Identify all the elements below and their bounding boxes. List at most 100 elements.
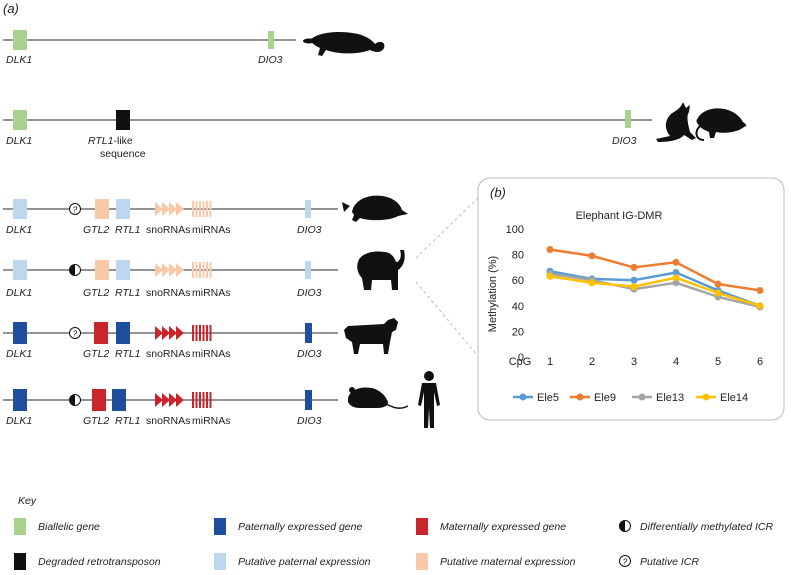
gtl2-gene: [95, 260, 109, 280]
dio3-label: DIO3: [258, 54, 283, 66]
key-title: Key: [18, 495, 37, 507]
rtl1-gene: [116, 322, 130, 344]
data-point-ele9: [546, 245, 554, 253]
x-tick-label: 2: [589, 356, 595, 368]
key-item-paternal: Paternally expressed gene: [214, 518, 362, 535]
data-point-ele9: [630, 263, 638, 271]
chart-plot-area: 0 20 40 60 80 100 1 2 3 4 5 6: [506, 224, 764, 368]
mirna-bars: [192, 392, 212, 408]
dlk1-gene: [13, 322, 27, 344]
row-6-rodent-primate: DLK1 GTL2 RTL1 snoRNAs miRNAs DIO3: [3, 371, 440, 428]
rtl1-like-gene-name: RTL1: [88, 135, 114, 147]
snornas-label: snoRNAs: [146, 287, 190, 299]
legend-marker-ele5: [519, 393, 527, 401]
dlk1-gene: [13, 110, 27, 130]
mirnas-label: miRNAs: [192, 415, 231, 427]
gtl2-gene: [95, 199, 109, 219]
row-5-ruminant: ? DLK1 GTL2 RTL1 snoRNAs miRNAs DIO3: [3, 318, 398, 360]
x-tick-label: 6: [757, 356, 763, 368]
opossum-silhouette: [695, 108, 747, 141]
y-tick-label: 40: [512, 301, 524, 313]
dio3-gene: [268, 31, 274, 49]
mirna-bars: [192, 325, 212, 341]
dlk1-gene: [13, 199, 27, 219]
data-point-ele9: [672, 258, 680, 266]
gtl2-gene: [92, 389, 106, 411]
data-point-ele9: [588, 252, 596, 260]
snornas-label: snoRNAs: [146, 224, 190, 236]
key-label: Maternally expressed gene: [440, 521, 566, 533]
platypus-silhouette: [303, 32, 385, 56]
dlk1-label: DLK1: [6, 348, 32, 360]
mirnas-label: miRNAs: [192, 224, 231, 236]
panel-a-label: (a): [3, 1, 19, 16]
question-circle-icon: [619, 555, 631, 567]
mirna-bars: [192, 262, 212, 278]
dio3-gene: [305, 390, 312, 410]
snornas-label: snoRNAs: [146, 415, 190, 427]
legend-label-ele14: Ele14: [720, 392, 748, 404]
legend-label-ele5: Ele5: [537, 392, 559, 404]
key-swatch: [214, 518, 226, 535]
data-point-ele14: [756, 302, 764, 310]
dlk1-label: DLK1: [6, 415, 32, 427]
snorna-arrows: [155, 202, 184, 216]
legend-marker-ele14: [702, 393, 710, 401]
dio3-gene: [305, 323, 312, 343]
data-point-ele14: [630, 283, 638, 291]
dio3-label: DIO3: [297, 348, 322, 360]
rtl1-label: RTL1: [115, 287, 141, 299]
dlk1-label: DLK1: [6, 135, 32, 147]
dio3-gene: [305, 200, 311, 218]
snorna-arrows: [155, 393, 184, 407]
row-1-monotreme: DLK1 DIO3: [3, 30, 385, 66]
connector-line-top: [415, 197, 479, 259]
rtl1-gene: [112, 389, 126, 411]
rtl1-like-label-line2: sequence: [100, 148, 146, 160]
armadillo-silhouette: [342, 195, 408, 222]
dmr-half-circle-symbol: [69, 394, 81, 406]
row-2-marsupial: DLK1 RTL1-like sequence DIO3: [3, 102, 747, 160]
rtl1-like-label: RTL1-like: [88, 135, 133, 147]
key-label: Putative paternal expression: [238, 556, 371, 568]
dio3-label: DIO3: [612, 135, 637, 147]
cow-silhouette: [344, 318, 398, 354]
data-point-ele13: [672, 279, 680, 287]
gtl2-gene: [94, 322, 108, 344]
panel-b-frame: [477, 177, 785, 421]
key-label: Putative maternal expression: [440, 556, 576, 568]
key-item-maternal: Maternally expressed gene: [416, 518, 566, 535]
dio3-gene: [305, 261, 311, 279]
mouse-silhouette: [348, 387, 409, 409]
key-swatch: [416, 553, 428, 570]
mirna-bars: [192, 201, 212, 217]
data-point-ele14: [546, 272, 554, 280]
key-label: Differentially methylated ICR: [640, 521, 773, 533]
gtl2-label: GTL2: [83, 224, 109, 236]
svg-text:?: ?: [623, 558, 628, 567]
dlk1-label: DLK1: [6, 54, 32, 66]
series-line-ele9: [549, 248, 761, 292]
rtl1-label: RTL1: [115, 224, 141, 236]
legend-marker-ele13: [638, 393, 646, 401]
dlk1-label: DLK1: [6, 224, 32, 236]
dio3-gene: [625, 110, 631, 128]
putative-icr-symbol: ?: [69, 327, 81, 339]
series-line-ele14: [549, 275, 761, 307]
y-axis-label: Methylation (%): [487, 256, 499, 332]
key-item-biallelic: Biallelic gene: [14, 518, 100, 535]
key-item-degraded: Degraded retrotransposon: [14, 553, 161, 570]
human-silhouette: [418, 371, 440, 428]
data-point-ele9: [756, 286, 764, 294]
connector-line-bottom: [415, 281, 479, 357]
gtl2-label: GTL2: [83, 287, 109, 299]
elephant-silhouette: [357, 250, 405, 290]
rtl1-gene: [116, 199, 130, 219]
dio3-label: DIO3: [297, 287, 322, 299]
series-line-ele13: [549, 272, 761, 309]
dlk1-gene: [13, 260, 27, 280]
key-swatch: [14, 553, 26, 570]
x-axis-label: CpG: [509, 356, 532, 368]
dio3-label: DIO3: [297, 224, 322, 236]
chart-title: Elephant IG-DMR: [576, 210, 663, 222]
